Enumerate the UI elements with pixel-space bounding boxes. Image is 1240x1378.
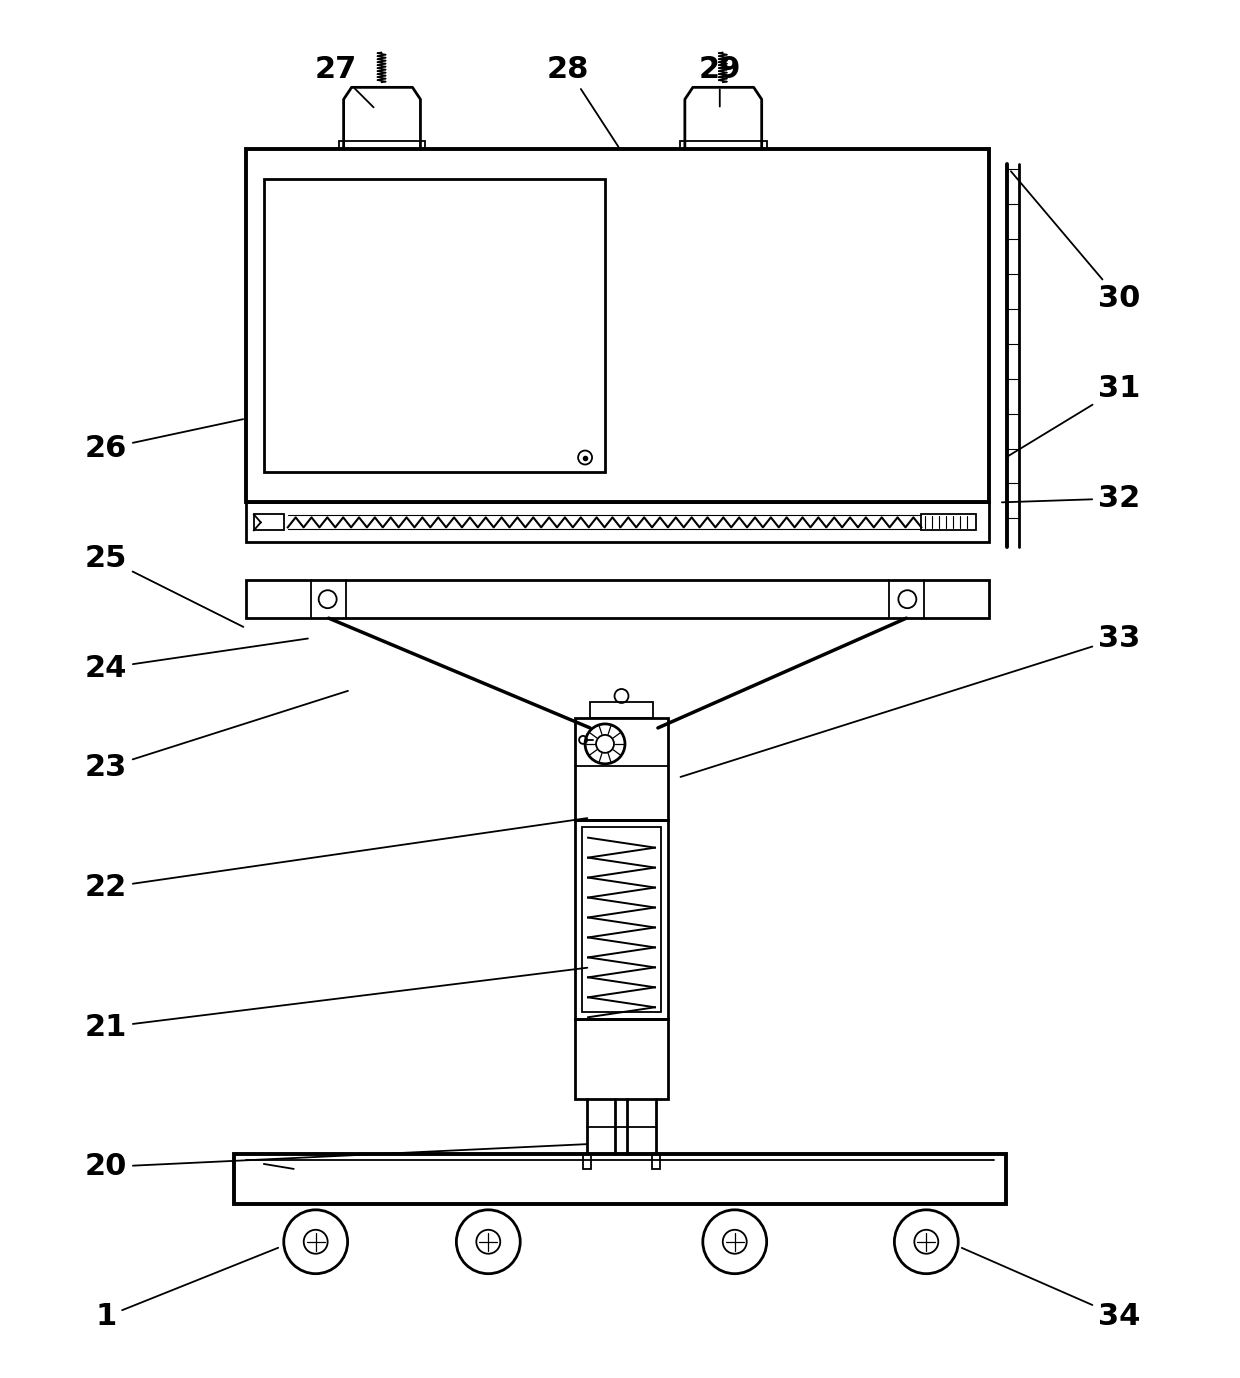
Bar [575, 1020, 668, 1100]
Text: 30: 30 [1011, 171, 1140, 313]
Bar [583, 1153, 591, 1169]
Bar [234, 1153, 1006, 1204]
Text: 28: 28 [547, 55, 619, 147]
Text: 21: 21 [86, 967, 588, 1042]
Bar [254, 514, 284, 531]
Bar [339, 141, 425, 149]
Text: 20: 20 [86, 1144, 588, 1181]
Text: 34: 34 [962, 1248, 1140, 1331]
Text: 26: 26 [86, 419, 243, 463]
Bar [582, 827, 661, 1013]
Text: 1: 1 [95, 1247, 278, 1331]
Text: 29: 29 [698, 55, 742, 106]
Text: 27: 27 [315, 55, 373, 107]
Bar [921, 514, 976, 531]
Bar [575, 820, 668, 1020]
Bar [575, 718, 668, 820]
Bar [264, 179, 605, 473]
Text: 32: 32 [1002, 484, 1140, 513]
Text: 31: 31 [1007, 375, 1140, 457]
Bar [590, 701, 653, 718]
Bar [652, 1153, 660, 1169]
Bar [246, 149, 990, 503]
Bar [246, 580, 990, 619]
Text: 33: 33 [681, 624, 1140, 777]
Text: 25: 25 [86, 544, 243, 627]
Text: 24: 24 [86, 638, 308, 682]
Bar [680, 141, 766, 149]
Text: 22: 22 [86, 819, 588, 903]
Bar [246, 503, 990, 543]
Text: 23: 23 [86, 690, 348, 783]
